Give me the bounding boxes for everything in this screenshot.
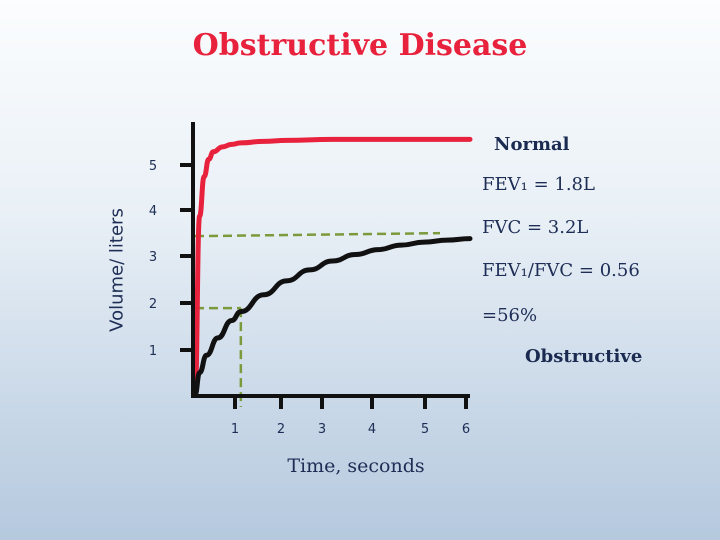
x-tick-label: 4: [368, 422, 376, 437]
x-tick-label: 2: [277, 422, 285, 437]
fvc-value-label: FVC = 3.2L: [482, 217, 589, 238]
x-tick-label: 1: [231, 422, 239, 437]
percent-value-label: =56%: [482, 305, 538, 326]
fev1-value-label: FEV₁ = 1.8L: [482, 174, 595, 195]
x-tick-label: 6: [462, 422, 470, 437]
normal-label: Normal: [494, 134, 570, 155]
y-tick-label: 4: [149, 204, 157, 219]
reference-lines: [194, 231, 441, 407]
series-line-obstructive: [192, 236, 473, 398]
series-lines: [192, 136, 473, 398]
obstructive-label: Obstructive: [525, 346, 643, 367]
fvc-horizontal-dash: [194, 231, 441, 238]
y-tick-label: 5: [149, 159, 157, 174]
y-tick-label: 3: [149, 250, 157, 265]
x-axis-label: Time, seconds: [287, 455, 425, 477]
x-tick-label: 5: [421, 422, 429, 437]
y-tick-label: 2: [149, 297, 157, 312]
chart-title: Obstructive Disease: [192, 28, 528, 63]
ratio-value-label: FEV₁/FVC = 0.56: [482, 260, 640, 281]
y-tick-label: 1: [149, 344, 157, 359]
x-tick-label: 3: [318, 422, 326, 437]
tick-labels: 1 2 3 4 5 1 2 3 4 5 6: [149, 159, 470, 437]
series-line-normal: [192, 136, 473, 398]
